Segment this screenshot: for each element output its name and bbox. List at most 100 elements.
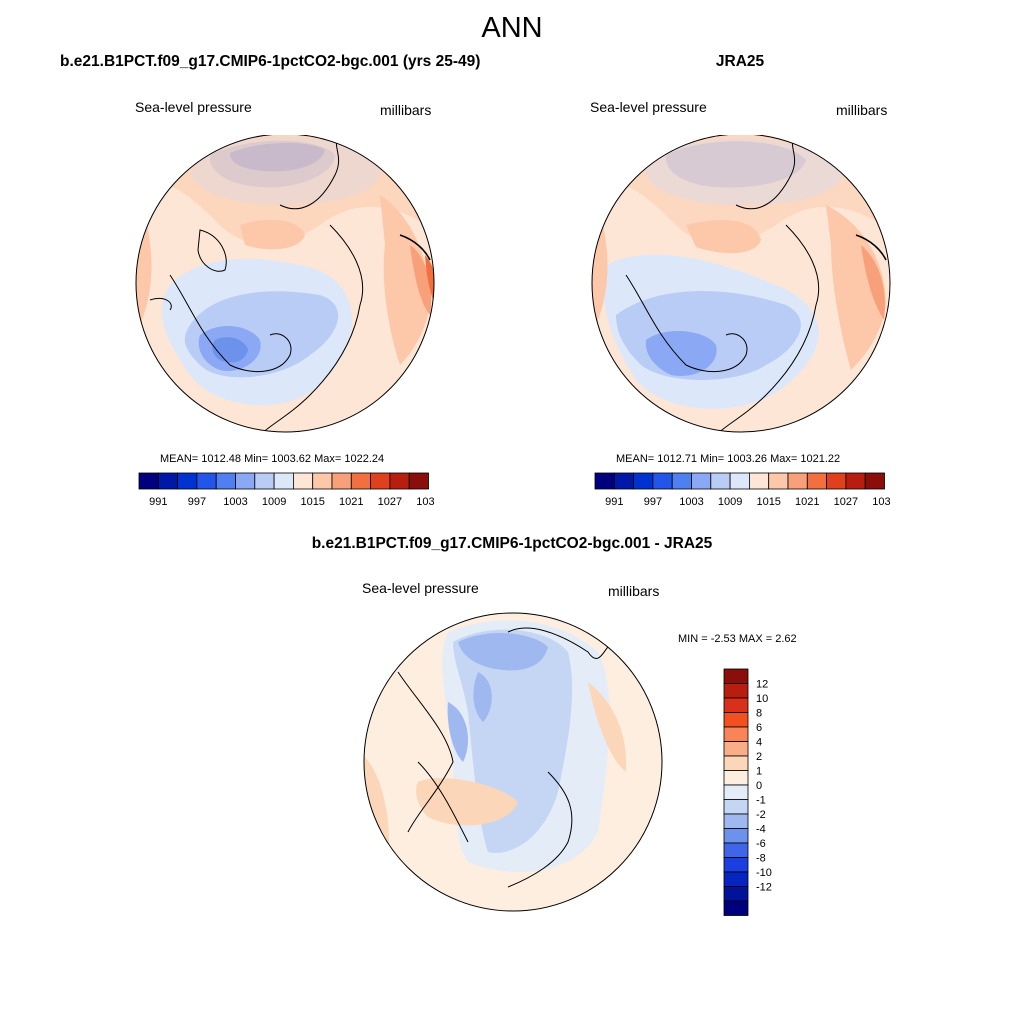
contour-region: [592, 135, 890, 244]
panel-2-stats: MEAN= 1012.71 Min= 1003.26 Max= 1021.22: [616, 453, 841, 465]
colorbar-swatch: [613, 472, 634, 490]
colorbar-swatch: [671, 472, 692, 490]
colorbar-swatch: [196, 472, 217, 490]
colorbar-swatch: [312, 472, 333, 490]
contour-region: [447, 702, 468, 762]
coastline: [507, 771, 573, 888]
difference-title: b.e21.B1PCT.f09_g17.CMIP6-1pctCO2-bgc.00…: [311, 535, 713, 552]
coastline: [625, 274, 748, 373]
colorbar-swatch: [723, 668, 749, 684]
panel-1-variable-label: Sea-level pressure: [135, 99, 252, 115]
colorbar-swatch: [768, 472, 789, 490]
colorbar-tick-label: 1015: [756, 496, 780, 508]
panel-1-title: b.e21.B1PCT.f09_g17.CMIP6-1pctCO2-bgc.00…: [60, 53, 481, 70]
colorbar-swatch: [723, 871, 749, 887]
colorbar-tick-label: 10: [756, 693, 768, 705]
colorbar-swatch: [273, 472, 294, 490]
colorbar-tick-label: -2: [756, 809, 766, 821]
panel-2-variable-label: Sea-level pressure: [590, 99, 707, 115]
colorbar-swatch: [723, 697, 749, 713]
colorbar-tick-label: 6: [756, 722, 762, 734]
panel-1-units-label: millibars: [380, 102, 432, 118]
colorbar-swatch: [652, 472, 673, 490]
colorbar-swatch: [723, 799, 749, 815]
coastline: [259, 224, 364, 432]
colorbar-swatch: [292, 472, 314, 490]
colorbar-swatch: [408, 472, 429, 490]
map-boundary-circle: [363, 612, 663, 912]
contour-region: [240, 219, 305, 250]
colorbar-tick-label: -6: [756, 838, 766, 850]
colorbar-swatch: [350, 472, 372, 490]
colorbar-swatch: [748, 472, 770, 490]
colorbar-boxes: 991 997 1003 1009 1015 1021 1027 1033: [138, 472, 434, 508]
colorbar-swatch: [729, 472, 750, 490]
difference-variable-label: Sea-level pressure: [362, 580, 479, 596]
contour-region: [410, 245, 432, 315]
contour-region: [416, 778, 518, 826]
colorbar-swatch: [723, 770, 749, 786]
colorbar-swatch: [723, 842, 749, 858]
colorbar-swatch: [235, 472, 256, 490]
colorbar-swatch: [826, 472, 847, 490]
colorbar-tick-label: -1: [756, 795, 766, 807]
colorbar-tick-label: -12: [756, 882, 772, 894]
contour-region: [458, 632, 548, 671]
colorbar-boxes: 991 997 1003 1009 1015 1021 1027 1033: [594, 472, 890, 508]
coastline: [149, 297, 172, 311]
colorbar-swatch: [723, 857, 749, 873]
map-boundary-circle: [135, 135, 435, 433]
contour-region: [861, 245, 885, 320]
coastline: [507, 627, 609, 659]
panel-1-stats: MEAN= 1012.48 Min= 1003.62 Max= 1022.24: [160, 453, 385, 465]
colorbar-tick-label: 2: [756, 751, 762, 763]
contour-region: [136, 135, 434, 244]
colorbar-swatch: [723, 900, 749, 916]
colorbar-swatch: [691, 472, 712, 490]
contour-region: [473, 672, 492, 722]
contour-region: [826, 205, 886, 370]
colorbar-tick-label: 1003: [223, 496, 247, 508]
colorbar-swatch: [331, 472, 352, 490]
colorbar-tick-label: 1033: [872, 496, 890, 508]
colorbar-swatch: [723, 813, 749, 829]
colorbar-panel-1: 991 997 1003 1009 1015 1021 1027 1033: [138, 472, 434, 508]
colorbar-swatch: [787, 472, 808, 490]
contour-region: [645, 330, 717, 376]
colorbar-tick-label: 1021: [339, 496, 363, 508]
panel-1-polar-map: [135, 135, 435, 433]
colorbar-tick-label: 1033: [416, 496, 434, 508]
colorbar-swatch: [845, 472, 866, 490]
colorbar-tick-label: 991: [605, 496, 623, 508]
colorbar-tick-label: 1027: [834, 496, 858, 508]
colorbar-tick-label: -10: [756, 867, 772, 879]
coastline: [715, 224, 820, 432]
colorbar-swatch: [633, 472, 654, 490]
coastline: [735, 135, 797, 210]
colorbar-tick-label: 0: [756, 780, 762, 792]
colorbar-tick-label: 12: [756, 679, 768, 691]
coastline: [399, 234, 431, 261]
figure-title: ANN: [481, 12, 543, 44]
colorbar-tick-label: -8: [756, 853, 766, 865]
difference-polar-map: [363, 612, 663, 912]
colorbar-tick-label: 1009: [718, 496, 742, 508]
colorbar-tick-label: 991: [149, 496, 167, 508]
colorbar-swatch: [723, 712, 749, 728]
colorbar-tick-label: 4: [756, 737, 762, 749]
contour-region: [380, 195, 430, 365]
colorbar-tick-label: 1027: [378, 496, 402, 508]
colorbar-swatch: [723, 726, 749, 742]
colorbar-tick-label: 997: [644, 496, 662, 508]
contour-region: [425, 255, 434, 300]
colorbar-swatch: [177, 472, 198, 490]
colorbar-tick-label: 1021: [795, 496, 819, 508]
colorbar-swatch: [710, 472, 731, 490]
difference-stats: MIN = -2.53 MAX = 2.62: [678, 633, 797, 645]
colorbar-swatch: [723, 784, 749, 800]
colorbar-panel-2: 991 997 1003 1009 1015 1021 1027 1033: [594, 472, 890, 508]
panel-2-title: JRA25: [715, 53, 765, 70]
colorbar-swatch: [389, 472, 410, 490]
